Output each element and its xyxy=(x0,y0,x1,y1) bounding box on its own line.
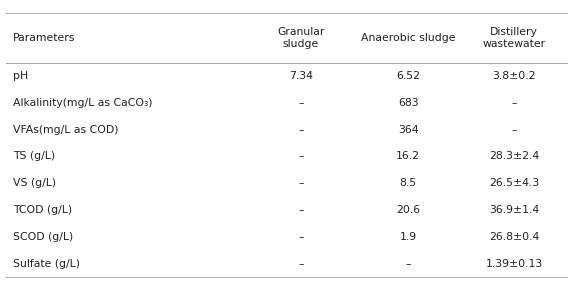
Text: 26.8±0.4: 26.8±0.4 xyxy=(489,232,539,242)
Text: pH: pH xyxy=(13,71,28,81)
Text: 1.39±0.13: 1.39±0.13 xyxy=(486,258,543,269)
Text: 36.9±1.4: 36.9±1.4 xyxy=(489,205,539,215)
Text: 26.5±4.3: 26.5±4.3 xyxy=(489,178,539,188)
Text: 3.8±0.2: 3.8±0.2 xyxy=(493,71,536,81)
Text: Granular
sludge: Granular sludge xyxy=(277,27,324,48)
Text: –: – xyxy=(298,151,304,162)
Text: Anaerobic sludge: Anaerobic sludge xyxy=(361,33,456,43)
Text: 7.34: 7.34 xyxy=(289,71,313,81)
Text: TS (g/L): TS (g/L) xyxy=(13,151,55,162)
Text: Sulfate (g/L): Sulfate (g/L) xyxy=(13,258,80,269)
Text: Parameters: Parameters xyxy=(13,33,75,43)
Text: –: – xyxy=(298,205,304,215)
Text: –: – xyxy=(298,125,304,135)
Text: TCOD (g/L): TCOD (g/L) xyxy=(13,205,72,215)
Text: SCOD (g/L): SCOD (g/L) xyxy=(13,232,73,242)
Text: 20.6: 20.6 xyxy=(396,205,421,215)
Text: 28.3±2.4: 28.3±2.4 xyxy=(489,151,539,162)
Text: VS (g/L): VS (g/L) xyxy=(13,178,56,188)
Text: –: – xyxy=(298,232,304,242)
Text: –: – xyxy=(512,98,517,108)
Text: 1.9: 1.9 xyxy=(400,232,417,242)
Text: –: – xyxy=(298,178,304,188)
Text: –: – xyxy=(406,258,411,269)
Text: –: – xyxy=(298,98,304,108)
Text: 8.5: 8.5 xyxy=(400,178,417,188)
Text: 6.52: 6.52 xyxy=(397,71,420,81)
Text: 16.2: 16.2 xyxy=(397,151,420,162)
Text: Alkalinity(mg/L as CaCO₃): Alkalinity(mg/L as CaCO₃) xyxy=(13,98,152,108)
Text: 364: 364 xyxy=(398,125,418,135)
Text: VFAs(mg/L as COD): VFAs(mg/L as COD) xyxy=(13,125,118,135)
Text: 683: 683 xyxy=(398,98,418,108)
Text: –: – xyxy=(298,258,304,269)
Text: Distillery
wastewater: Distillery wastewater xyxy=(482,27,546,48)
Text: –: – xyxy=(512,125,517,135)
